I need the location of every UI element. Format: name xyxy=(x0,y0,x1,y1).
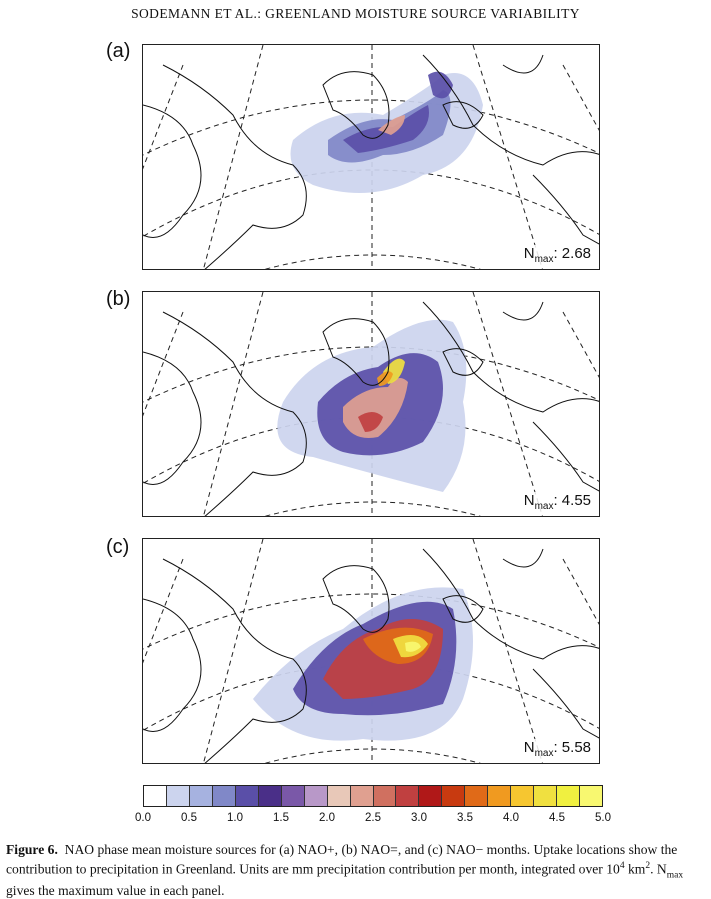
colorbar-swatch xyxy=(580,786,603,806)
panel-a-label: (a) xyxy=(106,40,131,62)
colorbar-swatch xyxy=(304,786,328,806)
colorbar-swatch xyxy=(281,786,305,806)
colorbar-tick-label: 0.0 xyxy=(135,812,151,824)
colorbar-tick-label: 5.0 xyxy=(595,812,611,824)
coastlines xyxy=(143,301,599,516)
colorbar-swatch xyxy=(396,786,420,806)
moisture-field-c xyxy=(253,587,473,741)
colorbar-swatch xyxy=(212,786,236,806)
panel-c-label: (c) xyxy=(106,536,130,558)
moisture-contour xyxy=(358,412,383,432)
colorbar-tick-label: 4.5 xyxy=(549,812,565,824)
moisture-contour xyxy=(405,641,421,652)
map-b-svg xyxy=(143,292,599,516)
panel-b-label: (b) xyxy=(106,288,131,310)
moisture-contour xyxy=(428,71,453,99)
colorbar-swatch xyxy=(442,786,466,806)
colorbar-swatch xyxy=(189,786,213,806)
colorbar-tick-label: 4.0 xyxy=(503,812,519,824)
colorbar-swatch xyxy=(373,786,397,806)
running-head: SODEMANN ET AL.: GREENLAND MOISTURE SOUR… xyxy=(131,6,580,21)
colorbar-swatch xyxy=(465,786,489,806)
nmax-b: Nmax: 4.55 xyxy=(521,492,593,512)
colorbar-swatch xyxy=(144,786,167,806)
colorbar-swatch xyxy=(557,786,581,806)
colorbar-tick-label: 3.5 xyxy=(457,812,473,824)
colorbar-tick-label: 0.5 xyxy=(181,812,197,824)
colorbar-swatch xyxy=(350,786,374,806)
colorbar-tick-label: 3.0 xyxy=(411,812,427,824)
moisture-contour xyxy=(343,378,408,438)
colorbar xyxy=(143,785,603,807)
nmax-c: Nmax: 5.58 xyxy=(521,739,593,759)
colorbar-swatch xyxy=(327,786,351,806)
colorbar-tick-label: 1.5 xyxy=(273,812,289,824)
colorbar-swatch xyxy=(534,786,558,806)
nmax-a: Nmax: 2.68 xyxy=(521,245,593,265)
colorbar-swatch xyxy=(511,786,535,806)
figure-caption: Figure 6. NAO phase mean moisture source… xyxy=(6,842,684,899)
colorbar-swatch xyxy=(235,786,259,806)
graticule xyxy=(143,292,599,516)
colorbar-swatch xyxy=(166,786,190,806)
map-panel-c: Nmax: 5.58 xyxy=(142,538,600,764)
map-panel-b: Nmax: 4.55 xyxy=(142,291,600,517)
colorbar-swatch xyxy=(258,786,282,806)
map-panel-a: Nmax: 2.68 xyxy=(142,44,600,270)
colorbar-swatch xyxy=(488,786,512,806)
colorbar-tick-label: 2.5 xyxy=(365,812,381,824)
moisture-field-b xyxy=(277,319,467,492)
colorbar-swatch xyxy=(419,786,443,806)
coastlines xyxy=(143,548,599,763)
coastlines xyxy=(143,54,599,269)
colorbar-tick-label: 1.0 xyxy=(227,812,243,824)
map-a-svg xyxy=(143,45,599,269)
graticule xyxy=(143,539,599,763)
map-c-svg xyxy=(143,539,599,763)
moisture-field-a xyxy=(290,71,483,193)
caption-label: Figure 6. xyxy=(6,842,58,857)
colorbar-tick-label: 2.0 xyxy=(319,812,335,824)
